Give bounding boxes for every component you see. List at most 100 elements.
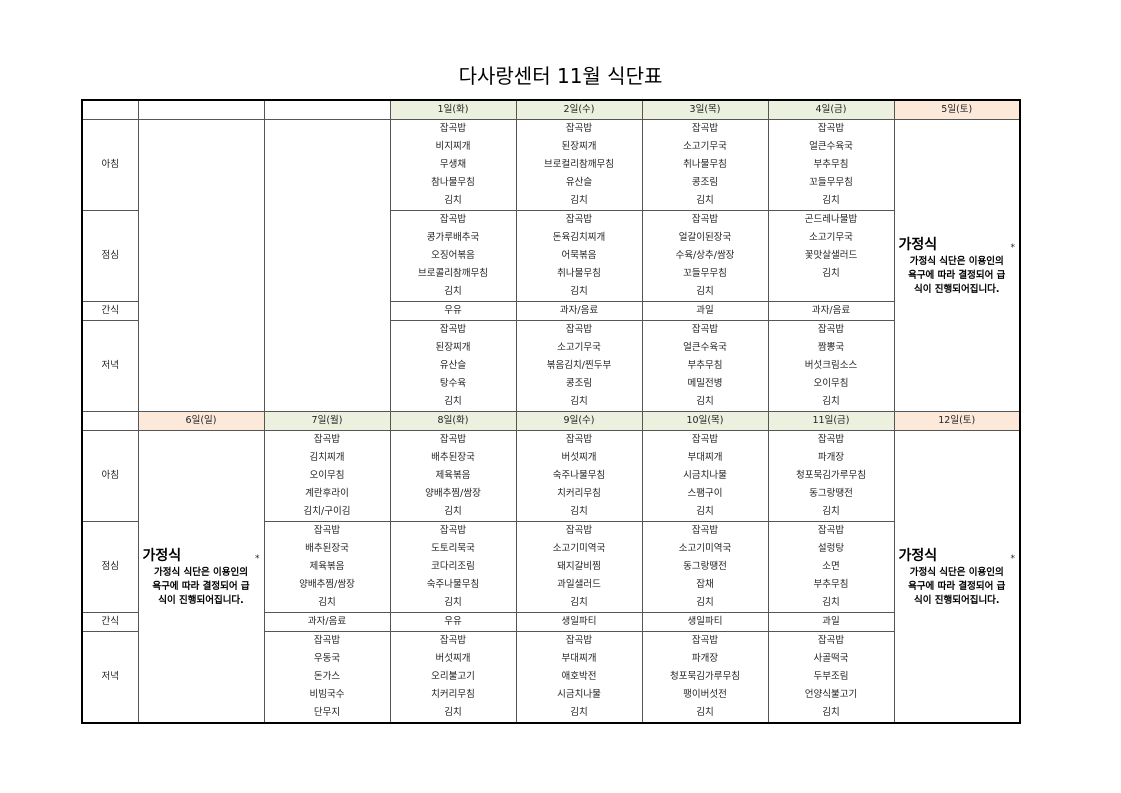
menu-item: 김치 bbox=[696, 396, 714, 407]
menu-item: 숙주나물무침 bbox=[552, 470, 606, 481]
menu-item: 잡곡밥 bbox=[817, 434, 845, 445]
menu-item: 김치 bbox=[444, 707, 462, 718]
menu-item: 짬뽕국 bbox=[817, 342, 845, 353]
menu-cell-lunch: 곤드레나물밥 소고기무국 꽃맛살샐러드 김치 bbox=[767, 210, 895, 302]
menu-item: 김치 bbox=[570, 506, 588, 517]
menu-cell-lunch: 잡곡밥 소고기미역국 동그랑땡전 잡채 김치 bbox=[641, 521, 769, 613]
menu-cell-dinner: 잡곡밥 버섯찌개 오리불고기 치커리무침 김치 bbox=[389, 631, 517, 724]
menu-cell-breakfast: 잡곡밥 김치찌개 오이무침 계란후라이 김치/구이김 bbox=[263, 430, 391, 522]
menu-item: 브로콜리참깨무침 bbox=[418, 268, 488, 279]
menu-item: 유산슬 bbox=[439, 360, 467, 371]
home-meal-note: 가정식 식단은 이용인의 bbox=[909, 255, 1004, 267]
menu-item: 배추된장국 bbox=[431, 452, 475, 463]
menu-item: 콩조림 bbox=[565, 378, 593, 389]
menu-cell-dinner: 잡곡밥 사골떡국 두부조림 언양식불고기 김치 bbox=[767, 631, 895, 724]
menu-cell-snack: 생일파티 bbox=[641, 612, 769, 632]
day-header: 7일(월) bbox=[263, 411, 391, 431]
menu-item: 오이무침 bbox=[813, 378, 849, 389]
page-title: 다사랑센터 11월 식단표 bbox=[458, 64, 663, 88]
meal-label: 점심 bbox=[81, 210, 139, 302]
menu-item: 잡곡밥 bbox=[691, 324, 719, 335]
home-meal-block: * 가정식 가정식 식단은 이용인의 욕구에 따라 결정되어 급 식이 진행되어집니다. bbox=[139, 546, 264, 608]
menu-item: 김치 bbox=[696, 506, 714, 517]
menu-item: 꽃맛살샐러드 bbox=[804, 250, 858, 261]
menu-item: 애호박전 bbox=[561, 671, 597, 682]
meal-row-snack: 간식 과자/음료 우유 생일파티 생일파티 과일 bbox=[81, 612, 1020, 632]
day-header: 8일(화) bbox=[389, 411, 517, 431]
menu-cell-lunch: 잡곡밥 배추된장국 제육볶음 양배추찜/쌈장 김치 bbox=[263, 521, 391, 613]
menu-cell-dinner: 잡곡밥 소고기무국 볶음김치/찐두부 콩조림 김치 bbox=[515, 320, 643, 412]
menu-item: 잡곡밥 bbox=[817, 324, 845, 335]
menu-item: 김치 bbox=[570, 396, 588, 407]
week-header-row: 6일(일) 7일(월) 8일(화) 9일(수) 10일(목) 11일(금) 12일(토) bbox=[81, 411, 1021, 431]
menu-cell-snack: 과일 bbox=[641, 301, 769, 321]
meal-row-breakfast: 아침 * 가정식 가정식 식단은 이용인의 욕구에 따라 결정되어 급 식이 진행되어집니… bbox=[81, 430, 1021, 724]
menu-item: 단무지 bbox=[313, 707, 341, 718]
menu-item: 콩가루배추국 bbox=[426, 232, 480, 243]
menu-item: 잡곡밥 bbox=[565, 635, 593, 646]
home-meal-note: 욕구에 따라 결정되어 급 bbox=[908, 580, 1006, 592]
blank-cell bbox=[263, 119, 391, 412]
meal-label: 저녁 bbox=[81, 631, 139, 724]
meal-label: 간식 bbox=[81, 612, 139, 632]
day-header: 11일(금) bbox=[767, 411, 895, 431]
menu-item: 언양식불고기 bbox=[804, 689, 858, 700]
menu-item: 김치/구이김 bbox=[303, 506, 351, 517]
menu-item: 김치 bbox=[570, 286, 588, 297]
home-meal-note: 가정식 식단은 이용인의 bbox=[909, 566, 1004, 578]
day-header: 9일(수) bbox=[515, 411, 643, 431]
menu-item: 김치 bbox=[822, 396, 840, 407]
menu-item: 얼갈이된장국 bbox=[678, 232, 732, 243]
menu-item: 잡곡밥 bbox=[691, 123, 719, 134]
menu-cell-snack: 과자/음료 bbox=[263, 612, 391, 632]
menu-item: 잡곡밥 bbox=[439, 434, 467, 445]
menu-cell-breakfast: 잡곡밥 버섯찌개 숙주나물무침 치커리무침 김치 bbox=[515, 430, 643, 522]
meal-label: 간식 bbox=[81, 301, 139, 321]
menu-item: 잡곡밥 bbox=[817, 635, 845, 646]
home-meal-note: 욕구에 따라 결정되어 급 bbox=[908, 269, 1006, 281]
day-header bbox=[137, 99, 265, 120]
menu-item: 잡곡밥 bbox=[565, 324, 593, 335]
menu-item: 부추무침 bbox=[687, 360, 723, 371]
meal-label: 아침 bbox=[81, 119, 139, 211]
menu-item: 오리불고기 bbox=[431, 671, 475, 682]
menu-item: 부추무침 bbox=[813, 159, 849, 170]
menu-item: 잡곡밥 bbox=[439, 635, 467, 646]
day-header: 2일(수) bbox=[515, 99, 643, 120]
menu-item: 청포묵김가루무침 bbox=[670, 671, 740, 682]
menu-item: 꼬들무무침 bbox=[683, 268, 727, 279]
day-header: 5일(토) bbox=[893, 99, 1021, 120]
menu-item: 제육볶음 bbox=[309, 561, 345, 572]
day-header bbox=[263, 99, 391, 120]
menu-item: 잡곡밥 bbox=[565, 434, 593, 445]
menu-item: 김치 bbox=[822, 195, 840, 206]
menu-item: 잡곡밥 bbox=[313, 434, 341, 445]
menu-cell-snack: 우유 bbox=[389, 612, 517, 632]
week-header-row: 1일(화) 2일(수) 3일(목) 4일(금) 5일(토) bbox=[81, 99, 1021, 120]
menu-cell-dinner: 잡곡밥 된장찌개 유산슬 탕수육 김치 bbox=[389, 320, 517, 412]
menu-item: 얼큰수육국 bbox=[683, 342, 727, 353]
menu-item: 치커리무침 bbox=[431, 689, 475, 700]
menu-item: 잡곡밥 bbox=[691, 635, 719, 646]
menu-cell-lunch: 잡곡밥 얼갈이된장국 수육/상추/쌈장 꼬들무무침 김치 bbox=[641, 210, 769, 302]
menu-item: 돈가스 bbox=[313, 671, 341, 682]
menu-item: 양배추찜/쌈장 bbox=[299, 579, 355, 590]
menu-item: 김치 bbox=[696, 195, 714, 206]
menu-item: 소고기무국 bbox=[683, 141, 727, 152]
menu-item: 돈육김치찌개 bbox=[552, 232, 606, 243]
menu-cell-breakfast: 잡곡밥 소고기무국 취나물무침 콩조림 김치 bbox=[641, 119, 769, 211]
menu-item: 김치 bbox=[822, 268, 840, 279]
menu-item: 계란후라이 bbox=[305, 488, 349, 499]
meal-row-lunch: 점심 잡곡밥 콩가루배추국 오징어볶음 브로콜리참깨무침 김치 잡곡밥 돈육김치찌개 어묵볶음 취… bbox=[81, 210, 1020, 302]
menu-cell-breakfast: 잡곡밥 부대찌개 시금치나물 스팸구이 김치 bbox=[641, 430, 769, 522]
menu-cell-snack: 우유 bbox=[389, 301, 517, 321]
menu-item: 제육볶음 bbox=[435, 470, 471, 481]
menu-item: 오징어볶음 bbox=[431, 250, 475, 261]
menu-item: 김치 bbox=[444, 597, 462, 608]
header-corner-cell bbox=[81, 411, 139, 431]
menu-item: 김치 bbox=[570, 707, 588, 718]
home-meal-note: 욕구에 따라 결정되어 급 bbox=[152, 580, 250, 592]
menu-item: 탕수육 bbox=[439, 378, 467, 389]
menu-cell-snack: 생일파티 bbox=[515, 612, 643, 632]
menu-item: 과일샐러드 bbox=[557, 579, 601, 590]
